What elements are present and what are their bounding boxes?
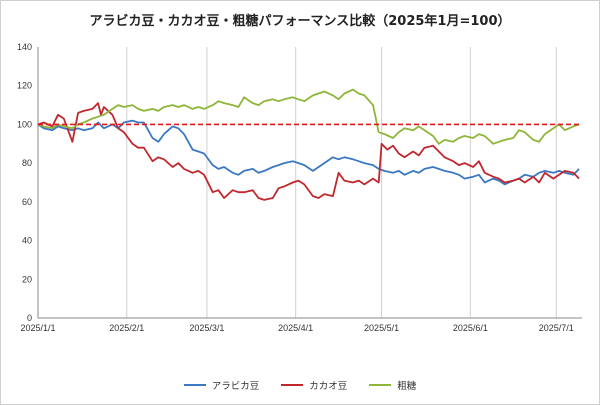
y-tick-label: 0 <box>27 313 32 323</box>
y-tick-label: 60 <box>22 197 32 207</box>
x-tick-label: 2025/2/1 <box>109 323 144 333</box>
chart-title: アラビカ豆・カカオ豆・粗糖パフォーマンス比較（2025年1月=100） <box>89 14 511 29</box>
x-tick-label: 2025/4/1 <box>278 323 313 333</box>
tick-labels: 2025/1/1 2025/2/1 2025/3/1 2025/4/1 2025/5/1… <box>17 42 574 333</box>
legend-swatch-sugar <box>369 384 392 386</box>
axes <box>37 47 582 319</box>
x-tick-label: 2025/6/1 <box>453 323 488 333</box>
series-line-1 <box>37 102 580 201</box>
x-tick-label: 2025/5/1 <box>364 323 399 333</box>
grid-lines <box>126 47 557 318</box>
legend-item-cacao: カカオ豆 <box>281 378 347 392</box>
x-tick-label: 2025/7/1 <box>539 323 574 333</box>
series-lines <box>37 88 582 201</box>
chart-legend: アラビカ豆 カカオ豆 粗糖 <box>0 378 600 392</box>
y-tick-label: 80 <box>22 158 32 168</box>
series-line-0 <box>37 119 580 186</box>
legend-item-sugar: 粗糖 <box>369 378 416 392</box>
y-tick-label: 120 <box>17 81 32 91</box>
y-tick-label: 140 <box>17 42 32 52</box>
y-tick-label: 20 <box>22 274 32 284</box>
y-tick-label: 40 <box>22 236 32 246</box>
x-tick-label: 2025/3/1 <box>189 323 224 333</box>
legend-item-arabica: アラビカ豆 <box>183 378 260 392</box>
legend-label-sugar: 粗糖 <box>397 381 417 392</box>
x-tick-label: 2025/1/1 <box>20 323 55 333</box>
series-line-2 <box>37 88 580 145</box>
legend-swatch-arabica <box>183 384 206 386</box>
legend-swatch-cacao <box>281 384 304 386</box>
legend-label-cacao: カカオ豆 <box>309 381 348 392</box>
legend-label-arabica: アラビカ豆 <box>211 381 260 392</box>
y-tick-label: 100 <box>17 119 32 129</box>
